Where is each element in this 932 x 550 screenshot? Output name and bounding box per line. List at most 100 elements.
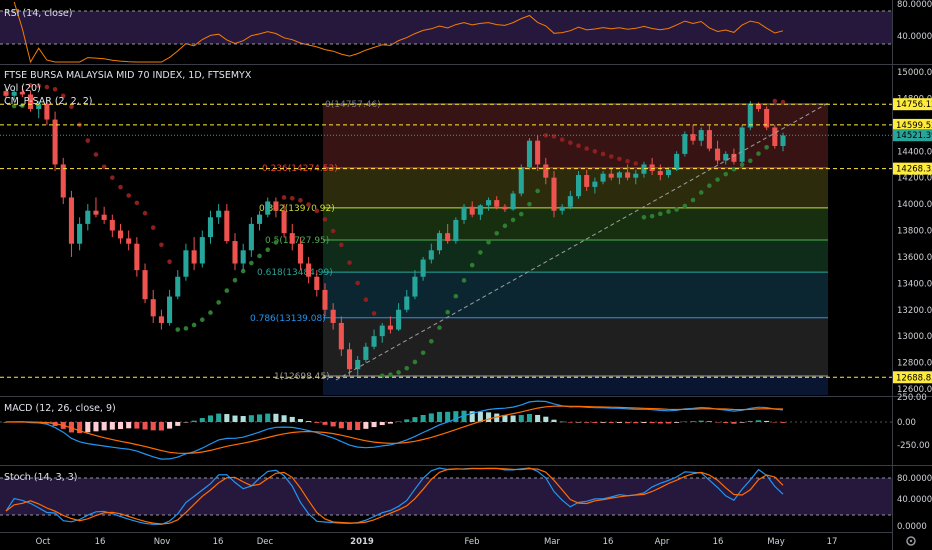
sar-dot bbox=[608, 154, 614, 159]
trendline[interactable] bbox=[335, 101, 831, 381]
candle bbox=[60, 157, 66, 205]
macd-bar bbox=[510, 415, 516, 422]
sar-dot bbox=[625, 158, 630, 164]
candle bbox=[780, 132, 786, 152]
macd-bar bbox=[690, 421, 696, 422]
macd-bar bbox=[526, 413, 532, 422]
macd-bar bbox=[216, 413, 222, 422]
sar-dot bbox=[60, 93, 66, 99]
sar-dot bbox=[330, 228, 336, 234]
macd-bar bbox=[199, 418, 205, 422]
macd-bar bbox=[657, 422, 663, 424]
candle bbox=[126, 230, 132, 251]
candle bbox=[68, 190, 74, 257]
macd-bar bbox=[494, 413, 500, 422]
sar-dot bbox=[649, 213, 655, 219]
candle bbox=[224, 204, 230, 244]
candle bbox=[191, 237, 197, 271]
rsi-line bbox=[13, 1, 784, 64]
sar-dot bbox=[764, 145, 769, 150]
macd-bar bbox=[486, 412, 492, 422]
macd-bar bbox=[314, 422, 320, 423]
sar-dot bbox=[535, 188, 540, 194]
macd-bar bbox=[257, 414, 263, 422]
macd-bar bbox=[567, 422, 573, 423]
sar-dot bbox=[257, 253, 262, 259]
macd-bar bbox=[420, 414, 426, 422]
sar-dot bbox=[510, 217, 516, 223]
vol-label: Vol (20) bbox=[4, 83, 41, 94]
candle bbox=[322, 283, 328, 317]
candle bbox=[257, 210, 263, 231]
sar-dot bbox=[240, 268, 246, 274]
macd-bar bbox=[616, 422, 622, 423]
svg-text:14268.35: 14268.35 bbox=[896, 165, 932, 175]
sar-dot bbox=[641, 214, 647, 220]
macd-bar bbox=[240, 416, 246, 422]
sar-dot bbox=[707, 183, 712, 189]
candle bbox=[44, 99, 50, 125]
macd-bar bbox=[371, 422, 377, 428]
sar-dot bbox=[322, 217, 328, 222]
candle bbox=[101, 206, 107, 224]
svg-text:12688.83: 12688.83 bbox=[896, 373, 932, 383]
macd-bar bbox=[289, 416, 295, 422]
time-tick-label: 16 bbox=[213, 537, 224, 547]
macd-bar bbox=[551, 419, 557, 422]
sar-dot bbox=[690, 197, 696, 203]
price-tick-label: 14400.00 bbox=[897, 147, 932, 157]
macd-bar bbox=[93, 422, 99, 432]
macd-bar bbox=[739, 422, 745, 423]
sar-dot bbox=[175, 327, 181, 332]
macd-bar bbox=[281, 415, 287, 422]
macd-bar bbox=[330, 422, 336, 427]
signal-line bbox=[6, 405, 784, 455]
macd-bar bbox=[248, 415, 254, 422]
macd-bar bbox=[183, 422, 189, 423]
macd-bar bbox=[559, 421, 565, 423]
candle bbox=[674, 151, 680, 172]
macd-bar bbox=[755, 420, 761, 422]
candle bbox=[551, 171, 557, 218]
candle bbox=[445, 223, 451, 244]
candle bbox=[216, 204, 222, 224]
price-axis[interactable]: 15000.0014800.0014600.0014400.0014200.00… bbox=[897, 68, 932, 395]
macd-bar bbox=[134, 422, 140, 429]
macd-title: MACD (12, 26, close, 9) bbox=[4, 403, 116, 414]
settings-gear-icon[interactable] bbox=[906, 536, 916, 546]
candle bbox=[625, 164, 631, 181]
candle bbox=[584, 169, 590, 191]
sar-dot bbox=[110, 175, 115, 180]
time-tick-label: Mar bbox=[544, 537, 561, 547]
price-tag: 14756.12 bbox=[893, 98, 932, 111]
sar-dot bbox=[592, 149, 598, 154]
sar-dot bbox=[412, 359, 418, 365]
price-tick-label: 12600.00 bbox=[897, 385, 932, 395]
candle bbox=[265, 197, 271, 218]
time-axis[interactable]: Oct 16 Nov 16 Dec 2019 Feb Mar 16 Apr 16 May 17 bbox=[36, 537, 838, 547]
macd-bar bbox=[142, 422, 148, 430]
macd-bar bbox=[731, 422, 737, 424]
sar-dot bbox=[314, 208, 320, 214]
sar-dot bbox=[543, 133, 549, 138]
macd-bar bbox=[68, 422, 74, 433]
macd-bar bbox=[461, 410, 467, 422]
price-tick-label: 12800.00 bbox=[897, 359, 932, 369]
sar-dot bbox=[486, 239, 491, 245]
sar-dot bbox=[11, 103, 17, 109]
candle bbox=[240, 243, 246, 271]
sar-dot bbox=[199, 317, 205, 323]
price-tick-label: 13400.00 bbox=[897, 279, 932, 289]
svg-text:14521.39: 14521.39 bbox=[896, 131, 932, 141]
sar-dot bbox=[118, 184, 123, 190]
candle bbox=[379, 322, 385, 343]
price-tick-label: 15000.00 bbox=[897, 68, 932, 78]
macd-bar bbox=[273, 413, 279, 422]
macd-bar bbox=[600, 422, 606, 423]
sar-dot bbox=[666, 209, 671, 214]
sar-dot bbox=[183, 326, 189, 331]
candle bbox=[698, 127, 704, 146]
candle bbox=[93, 197, 99, 218]
candle bbox=[109, 214, 115, 238]
candle bbox=[77, 217, 83, 251]
